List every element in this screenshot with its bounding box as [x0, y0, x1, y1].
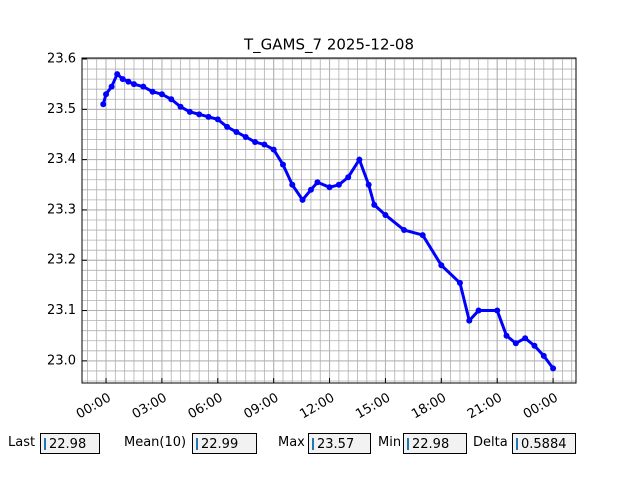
data-point — [371, 201, 378, 208]
data-point — [382, 211, 389, 218]
x-tick-label: 00:00 — [74, 391, 114, 423]
data-point — [233, 128, 240, 135]
data-point — [494, 307, 501, 314]
x-tick-label: 15:00 — [353, 391, 393, 423]
data-point — [335, 181, 342, 188]
x-tick-label: 18:00 — [409, 391, 449, 423]
data-point — [186, 108, 193, 115]
data-point — [125, 78, 132, 85]
plot-frame — [81, 57, 577, 384]
stat-label: Max — [278, 435, 305, 450]
data-point — [140, 83, 147, 90]
y-tick-label: 23.2 — [47, 253, 76, 268]
data-point — [196, 111, 203, 118]
data-point — [438, 262, 445, 269]
data-point — [149, 88, 156, 95]
data-point — [365, 181, 372, 188]
data-point — [419, 232, 426, 239]
x-tick-label: 12:00 — [297, 391, 337, 423]
x-tick-label: 21:00 — [465, 391, 505, 423]
data-point — [130, 81, 137, 88]
x-tick-label: 06:00 — [186, 391, 226, 423]
y-tick-label: 23.1 — [47, 303, 76, 318]
data-point — [205, 113, 212, 120]
stat-label: Min — [378, 435, 402, 450]
data-point — [522, 335, 529, 342]
y-tick-label: 23.3 — [47, 202, 76, 217]
stat-label: Mean(10) — [124, 435, 187, 450]
data-point — [503, 332, 510, 339]
data-point — [345, 174, 352, 181]
chart-title: T_GAMS_7 2025-12-08 — [243, 36, 414, 55]
data-point — [314, 179, 321, 186]
data-point — [531, 342, 538, 349]
stat-label: Last — [8, 435, 36, 450]
data-point — [261, 141, 268, 148]
data-point — [119, 76, 126, 83]
data-point — [456, 279, 463, 286]
data-point — [279, 161, 286, 168]
x-tick-label: 09:00 — [241, 391, 281, 423]
data-point — [270, 146, 277, 153]
data-point — [224, 123, 231, 130]
data-point — [252, 139, 259, 146]
data-point — [475, 307, 482, 314]
y-tick-label: 23.0 — [47, 353, 76, 368]
data-point — [401, 227, 408, 234]
data-point — [242, 133, 249, 140]
stat-field[interactable]: 23.57 — [308, 433, 371, 454]
y-tick-label: 23.4 — [47, 152, 76, 167]
data-point — [100, 101, 107, 108]
data-point — [214, 116, 221, 123]
series-line — [101, 71, 555, 370]
data-point — [108, 83, 115, 90]
data-point — [114, 71, 121, 78]
data-point — [289, 181, 296, 188]
y-tick-label: 23.5 — [47, 102, 76, 117]
data-point — [168, 96, 175, 103]
stat-field[interactable]: 22.99 — [192, 433, 257, 454]
data-point — [299, 196, 306, 203]
data-point — [550, 365, 557, 372]
chart: T_GAMS_7 2025-12-08 23.0 23.1 23.2 23.3 23.4… — [47, 36, 577, 423]
data-point — [307, 186, 314, 193]
x-tick-label: 00:00 — [521, 391, 561, 423]
x-tick-label: 03:00 — [130, 391, 170, 423]
data-point — [177, 103, 184, 110]
stat-label: Delta — [473, 435, 508, 450]
data-point — [158, 91, 165, 98]
y-tick-label: 23.6 — [47, 52, 76, 67]
stat-field[interactable]: 0.5884 — [512, 433, 576, 454]
data-point — [326, 184, 333, 191]
data-point — [540, 352, 547, 359]
data-point — [103, 91, 110, 98]
data-point — [466, 317, 473, 324]
stat-field[interactable]: 22.98 — [40, 433, 100, 454]
data-point — [512, 340, 519, 347]
data-point — [356, 156, 363, 163]
stat-field[interactable]: 22.98 — [403, 433, 467, 454]
